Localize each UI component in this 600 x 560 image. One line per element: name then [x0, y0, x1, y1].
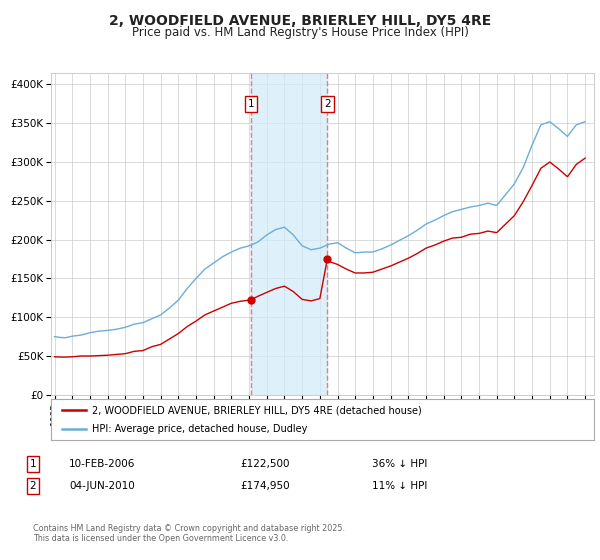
Text: Contains HM Land Registry data © Crown copyright and database right 2025.
This d: Contains HM Land Registry data © Crown c…	[33, 524, 345, 543]
Text: 11% ↓ HPI: 11% ↓ HPI	[372, 481, 427, 491]
Text: HPI: Average price, detached house, Dudley: HPI: Average price, detached house, Dudl…	[92, 424, 307, 433]
Text: 2: 2	[324, 99, 331, 109]
Text: 2: 2	[29, 481, 37, 491]
Text: Price paid vs. HM Land Registry's House Price Index (HPI): Price paid vs. HM Land Registry's House …	[131, 26, 469, 39]
Text: 36% ↓ HPI: 36% ↓ HPI	[372, 459, 427, 469]
Text: 04-JUN-2010: 04-JUN-2010	[69, 481, 135, 491]
Text: 1: 1	[248, 99, 254, 109]
Text: 2, WOODFIELD AVENUE, BRIERLEY HILL, DY5 4RE (detached house): 2, WOODFIELD AVENUE, BRIERLEY HILL, DY5 …	[92, 405, 421, 415]
Bar	[251, 73, 327, 395]
Text: 2, WOODFIELD AVENUE, BRIERLEY HILL, DY5 4RE: 2, WOODFIELD AVENUE, BRIERLEY HILL, DY5 …	[109, 14, 491, 28]
Text: £122,500: £122,500	[240, 459, 290, 469]
Text: 1: 1	[29, 459, 37, 469]
Text: £174,950: £174,950	[240, 481, 290, 491]
Text: 10-FEB-2006: 10-FEB-2006	[69, 459, 136, 469]
